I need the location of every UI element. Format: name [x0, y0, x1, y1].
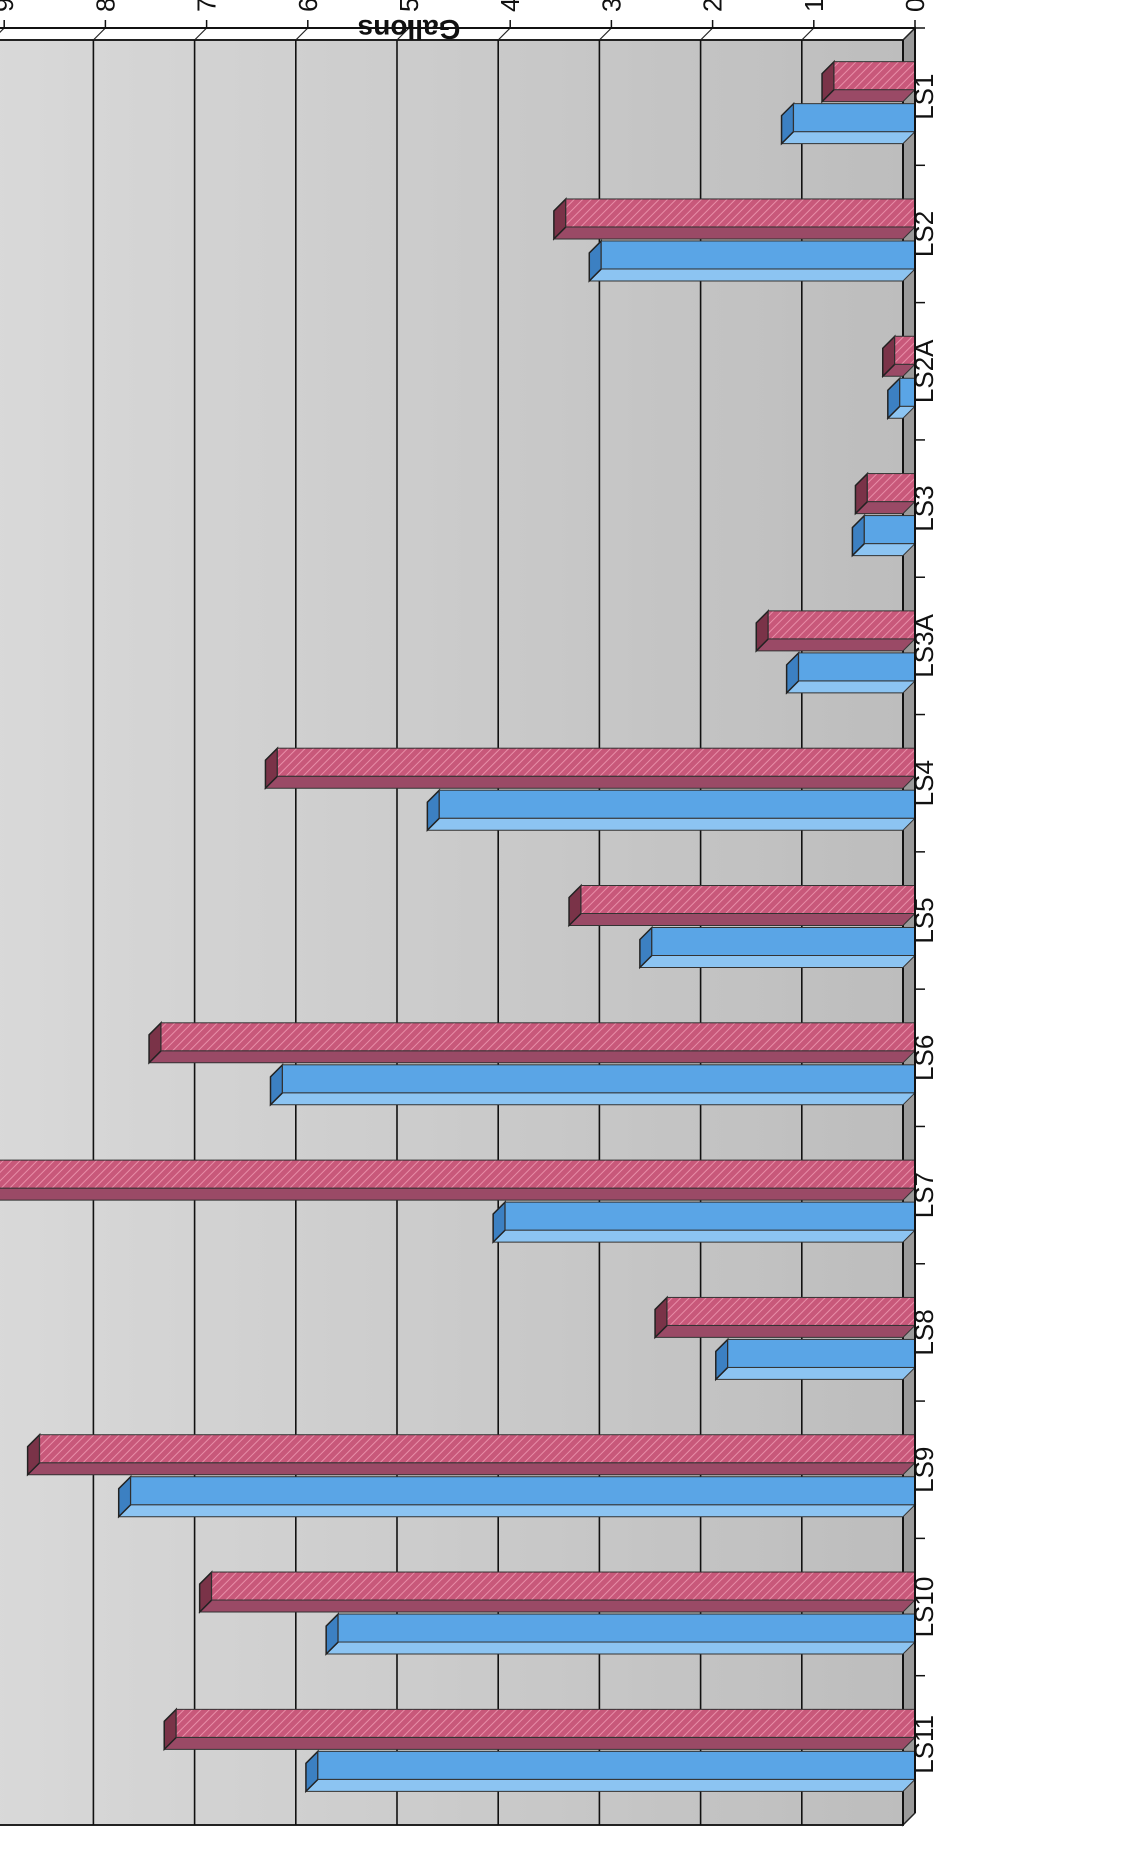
gridline-depth — [598, 27, 612, 41]
category-label: LS8 — [909, 1309, 939, 1355]
gridline-depth — [295, 27, 309, 41]
value-tick-label: 70,000 — [192, 0, 222, 12]
bar-series-2 — [147, 1020, 917, 1065]
bar-series-1 — [780, 101, 917, 146]
category-label: LS2A — [909, 339, 939, 403]
value-tick-label: 50,000 — [394, 0, 424, 12]
bar-series-1 — [714, 1337, 917, 1382]
category-label: LS2 — [909, 211, 939, 257]
bar-series-2 — [755, 609, 917, 653]
bar-series-1 — [324, 1612, 917, 1656]
gridline-depth — [497, 27, 511, 41]
category-label: LS1 — [909, 74, 939, 120]
value-tick-label: 10,000 — [799, 0, 829, 12]
category-label: LS4 — [909, 760, 939, 806]
bar-series-2 — [0, 1159, 917, 1201]
bar-series-1 — [785, 651, 917, 695]
category-label: LS3A — [909, 613, 939, 677]
bar-series-2 — [163, 1707, 917, 1752]
bar-series-2 — [653, 1295, 917, 1340]
value-tick-label: 80,000 — [90, 0, 120, 12]
bar-series-2 — [26, 1432, 917, 1477]
bar-series-1 — [886, 376, 917, 421]
bar-series-1 — [269, 1062, 917, 1107]
bar-series-2 — [820, 59, 917, 104]
gridline-depth — [194, 27, 208, 41]
bars — [0, 59, 917, 1794]
bar-series-1 — [851, 513, 917, 558]
value-axis: 0 10,000 20,000 30,000 40,000 50,000 60,000 70,… — [0, 0, 930, 29]
bar-series-1 — [117, 1474, 917, 1519]
bar-series-1 — [426, 788, 917, 833]
gridline-depth — [92, 27, 106, 41]
category-label: LS3 — [909, 485, 939, 531]
bar-series-2 — [264, 746, 917, 791]
gridline-depth — [902, 27, 916, 41]
bar-series-2 — [198, 1570, 917, 1614]
value-tick-label: 20,000 — [698, 0, 728, 12]
value-tick-label: 90,000 — [0, 0, 19, 12]
category-label: LS7 — [909, 1172, 939, 1218]
bar-series-2 — [567, 883, 917, 928]
category-label: LS6 — [909, 1035, 939, 1081]
gridline-depth — [396, 27, 410, 41]
bar-series-1 — [638, 925, 917, 970]
category-label: LS5 — [909, 897, 939, 943]
plot-area — [0, 26, 916, 1827]
category-label: LS9 — [909, 1447, 939, 1493]
gridline-depth — [0, 27, 5, 34]
value-tick-label: 0 — [900, 0, 930, 12]
gridline-depth — [801, 27, 815, 41]
bar-series-2 — [854, 471, 917, 516]
category-label: LS11 — [909, 1715, 939, 1774]
value-tick-label: 60,000 — [293, 0, 323, 12]
value-axis-title: Gallons — [358, 14, 461, 45]
gridline-depth — [700, 27, 714, 41]
bar-series-2 — [552, 197, 917, 241]
bar-series-2 — [881, 334, 917, 379]
value-tick-label: 30,000 — [596, 0, 626, 12]
bar-series-1 — [491, 1200, 917, 1244]
bar-series-1 — [304, 1749, 917, 1794]
category-axis: LS1 LS2 LS2A LS3 LS3A LS4 LS5 LS6 LS7 LS8 LS9 LS10 L… — [909, 27, 939, 1813]
category-label: LS10 — [909, 1577, 939, 1638]
value-tick-label: 40,000 — [495, 0, 525, 12]
bar-series-1 — [588, 239, 917, 283]
